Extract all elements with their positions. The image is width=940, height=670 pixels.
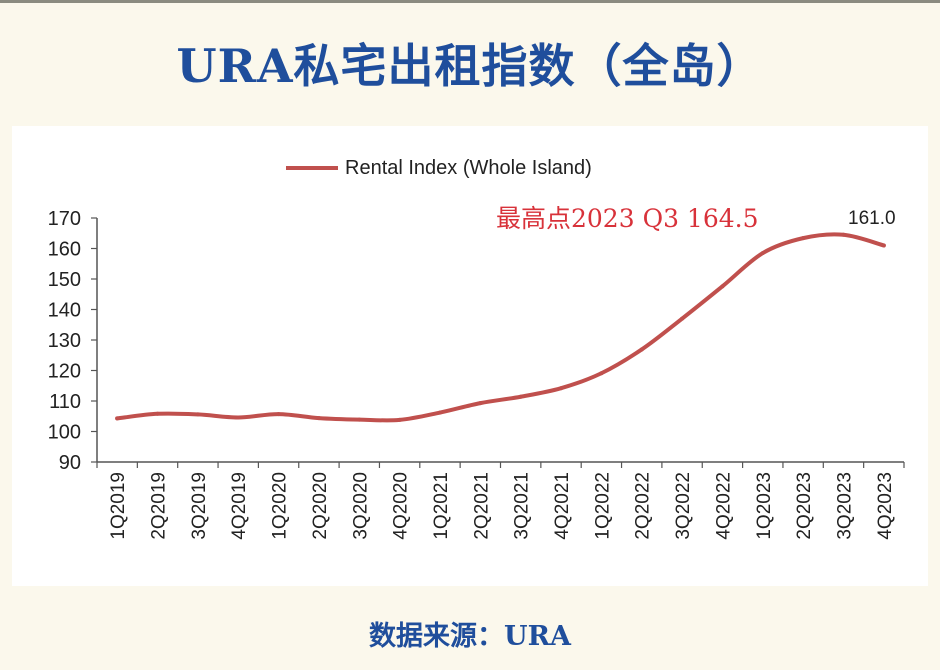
data-point-2Q2019: [155, 411, 160, 416]
x-tick-label: 3Q2019: [189, 472, 210, 540]
data-point-1Q2019: [115, 416, 120, 421]
rental-index-chart: Rental Index (Whole Island) 90 100 110 120 1…: [48, 157, 905, 540]
y-tick-label: 100: [48, 422, 81, 444]
x-tick-label: 4Q2022: [713, 472, 734, 540]
data-point-4Q2023: [881, 243, 886, 248]
x-tick-label: 1Q2020: [270, 472, 291, 540]
data-point-1Q2020: [276, 412, 281, 417]
data-point-4Q2019: [236, 415, 241, 420]
x-tick-label: 1Q2022: [592, 472, 613, 540]
data-point-2Q2021: [478, 401, 483, 406]
x-tick-label: 1Q2021: [431, 472, 452, 540]
x-tick-label: 2Q2022: [633, 472, 654, 540]
x-tick-label: 2Q2020: [310, 472, 331, 540]
y-tick-label: 130: [48, 330, 81, 352]
x-tick-label: 2Q2019: [149, 472, 170, 540]
x-ticks: 1Q2019 2Q2019 3Q2019 4Q2019 1Q2020 2Q2020 3Q20…: [96, 462, 905, 540]
x-tick-label: 4Q2019: [229, 472, 250, 540]
y-tick-label: 140: [48, 300, 81, 322]
x-tick-label: 1Q2019: [108, 472, 129, 540]
data-point-4Q2020: [397, 417, 402, 422]
data-point-2Q2022: [639, 347, 644, 352]
x-tick-label: 3Q2021: [512, 472, 533, 540]
data-point-2Q2023: [801, 236, 806, 241]
data-point-2Q2020: [316, 416, 321, 421]
y-tick-label: 120: [48, 361, 81, 383]
x-tick-label: 3Q2020: [350, 472, 371, 540]
last-value-label: 161.0: [848, 208, 896, 229]
y-tick-label: 150: [48, 269, 81, 291]
data-point-3Q2020: [357, 417, 362, 422]
data-point-3Q2023: [841, 232, 846, 237]
y-ticks: 90 100 110 120 130 140 150 160 170: [48, 208, 97, 474]
page-title: URA私宅出租指数（全岛）: [176, 39, 764, 93]
legend-label: Rental Index (Whole Island): [345, 157, 592, 179]
x-tick-label: 4Q2021: [552, 472, 573, 540]
y-tick-label: 160: [48, 239, 81, 261]
data-point-3Q2019: [195, 412, 200, 417]
source-line: 数据来源：URA: [369, 621, 571, 652]
x-tick-label: 1Q2023: [754, 472, 775, 540]
x-tick-label: 4Q2020: [391, 472, 412, 540]
y-tick-label: 90: [59, 452, 81, 474]
data-point-1Q2021: [437, 410, 442, 415]
x-tick-label: 3Q2023: [834, 472, 855, 540]
data-point-4Q2022: [720, 284, 725, 289]
y-tick-label: 170: [48, 208, 81, 230]
data-point-3Q2022: [680, 316, 685, 321]
x-tick-label: 2Q2021: [471, 472, 492, 540]
chart-legend: Rental Index (Whole Island): [286, 157, 592, 179]
data-point-1Q2022: [599, 371, 604, 376]
x-tick-label: 4Q2023: [875, 472, 896, 540]
series-points: [115, 232, 886, 422]
data-point-3Q2021: [518, 394, 523, 399]
top-rule: [0, 0, 940, 3]
y-tick-label: 110: [49, 391, 81, 413]
x-tick-label: 2Q2023: [794, 472, 815, 540]
x-tick-label: 3Q2022: [673, 472, 694, 540]
peak-annotation: 最高点2023 Q3 164.5: [496, 204, 759, 233]
data-point-1Q2023: [760, 251, 765, 256]
chart-panel: Rental Index (Whole Island) 90 100 110 120 1…: [12, 126, 928, 586]
data-point-4Q2021: [559, 386, 564, 391]
series-line-rental-index: [115, 232, 886, 423]
